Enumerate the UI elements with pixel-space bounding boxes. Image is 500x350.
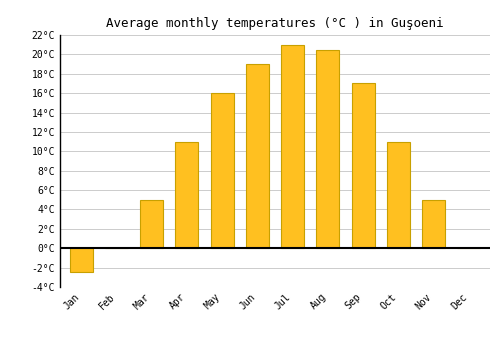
Bar [422, 200, 445, 248]
Bar [316, 50, 340, 248]
Title: Average monthly temperatures (°C ) in Guşoeni: Average monthly temperatures (°C ) in Gu… [106, 17, 444, 30]
Bar [281, 45, 304, 248]
Bar [140, 200, 163, 248]
Bar [70, 248, 92, 272]
Bar [210, 93, 234, 248]
Bar [246, 64, 269, 248]
Bar [176, 142, 199, 248]
Bar [352, 83, 374, 248]
Bar [387, 142, 410, 248]
